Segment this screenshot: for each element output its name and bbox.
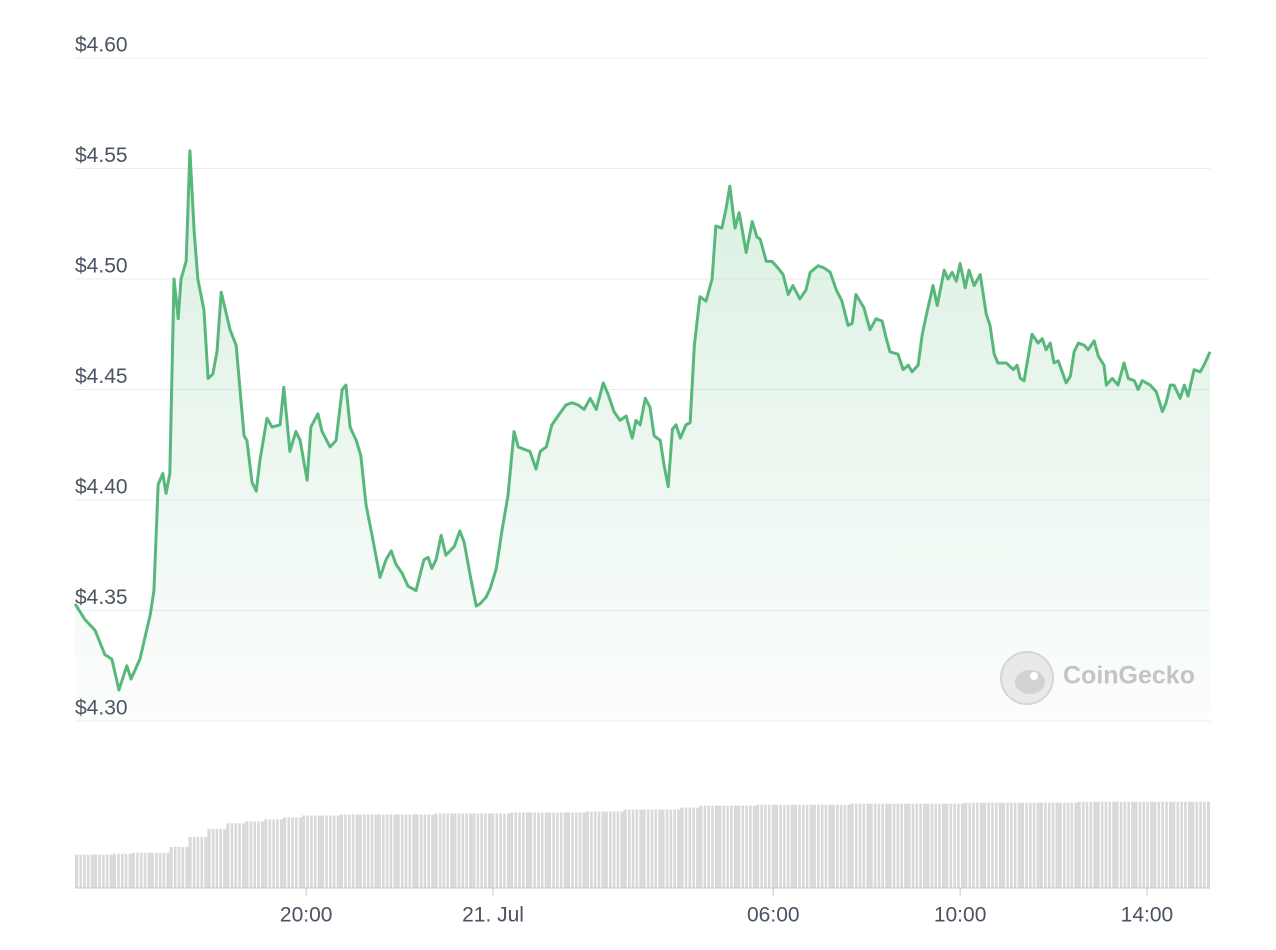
volume-bar — [850, 803, 870, 888]
y-tick-label: $4.40 — [75, 476, 128, 499]
price-line — [73, 149, 1212, 692]
volume-bar — [774, 804, 794, 888]
volume-bar — [1077, 801, 1097, 888]
volume-bar — [585, 811, 605, 888]
y-tick-label: $4.35 — [75, 586, 128, 609]
volume-bar — [718, 805, 738, 888]
volume-bar — [926, 803, 946, 888]
volume-bar — [453, 813, 473, 888]
volume-bar — [93, 854, 113, 888]
volume-bar — [1096, 801, 1116, 888]
volume-bar — [131, 852, 151, 888]
volume-bar — [1020, 802, 1040, 888]
volume-bar — [491, 813, 511, 888]
x-tick-label: 20:00 — [280, 904, 333, 927]
volume-bar — [1172, 801, 1192, 888]
volume-bar — [510, 812, 529, 888]
volume-bar — [604, 811, 624, 888]
volume-bar — [907, 803, 927, 888]
x-tick-label: 21. Jul — [462, 904, 524, 927]
volume-bar — [869, 803, 889, 888]
volume-bar — [150, 852, 170, 888]
volume-bar — [793, 804, 813, 888]
volume-bar — [831, 804, 851, 888]
volume-bar — [964, 802, 983, 888]
x-tick-label: 14:00 — [1121, 904, 1174, 927]
volume-bar — [472, 813, 492, 888]
volume-bar — [699, 805, 719, 888]
volume-bar — [112, 853, 132, 888]
x-tick-label: 10:00 — [934, 904, 987, 927]
volume-bar — [888, 803, 908, 888]
volume-bar — [945, 803, 965, 888]
area — [75, 150, 1210, 721]
volume-bar — [529, 812, 548, 888]
volume-bar — [283, 817, 302, 888]
volume-bar — [547, 812, 567, 888]
volume-bar — [320, 815, 340, 888]
y-tick-label: $4.50 — [75, 255, 128, 278]
volume-bar — [1001, 802, 1021, 888]
volume-bar — [1191, 801, 1210, 888]
x-tick-label: 06:00 — [747, 904, 800, 927]
volume-bar — [396, 814, 416, 888]
volume-bar — [812, 804, 832, 888]
volume-bar — [1153, 801, 1173, 888]
volume-bar — [358, 814, 378, 888]
y-tick-label: $4.60 — [75, 34, 128, 57]
volume-bar — [188, 837, 208, 888]
volume-bar — [661, 809, 681, 888]
volume-bar — [339, 814, 359, 888]
volume-bar — [169, 846, 189, 888]
volume-bar — [737, 805, 756, 888]
volume-bar — [434, 813, 454, 888]
watermark: CoinGecko — [1000, 651, 1195, 705]
volume-bar — [680, 807, 700, 888]
watermark-logo-eye — [1030, 672, 1038, 680]
volume-bar — [377, 814, 397, 888]
y-tick-label: $4.55 — [75, 144, 128, 167]
volume-bar — [566, 812, 586, 888]
volume-bar — [623, 809, 643, 888]
volume-bar — [226, 823, 246, 888]
watermark-text: CoinGecko — [1063, 662, 1195, 690]
volume-bar — [415, 814, 435, 888]
watermark-logo-shape — [1015, 670, 1045, 694]
volume-bar — [1058, 802, 1078, 888]
volume-bar — [1115, 801, 1135, 888]
volume-bar — [75, 854, 94, 888]
volume-bar — [264, 819, 284, 888]
volume-bar — [756, 804, 775, 888]
volume-bar — [1039, 802, 1059, 888]
volume-bar — [207, 829, 227, 888]
volume-bar — [245, 821, 265, 888]
volume-bar — [642, 809, 662, 888]
volume-bar — [983, 802, 1002, 888]
y-tick-label: $4.45 — [75, 365, 128, 388]
volume-bar — [302, 815, 321, 888]
volume-bar — [1134, 801, 1154, 888]
